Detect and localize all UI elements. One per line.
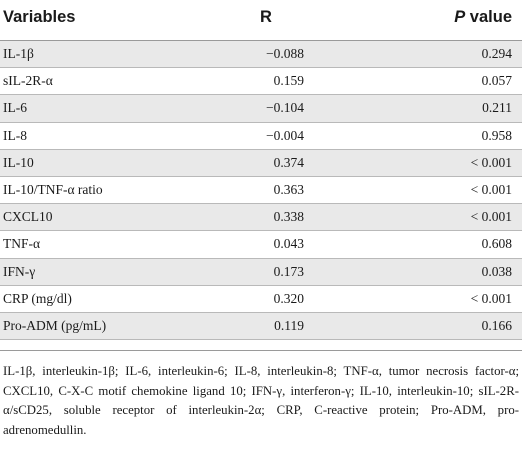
cell-variable: IFN-γ — [3, 263, 36, 279]
cell-r: 0.374 — [273, 154, 304, 170]
cell-variable: CXCL10 — [3, 209, 53, 225]
table-row: IL-10 0.374 < 0.001 — [0, 149, 522, 177]
cell-variable: sIL-2R-α — [3, 73, 53, 89]
cell-p: < 0.001 — [470, 209, 512, 225]
footnote-divider — [0, 350, 522, 352]
cell-p: 0.166 — [481, 317, 512, 333]
cell-p: 0.057 — [481, 73, 512, 89]
cell-p: < 0.001 — [470, 154, 512, 170]
cell-r: 0.363 — [273, 181, 304, 197]
cell-variable: IL-1β — [3, 46, 34, 61]
table-row: CXCL10 0.338 < 0.001 — [0, 204, 522, 232]
cell-variable: IL-8 — [3, 127, 27, 143]
cell-p: 0.211 — [482, 100, 512, 116]
header-p-value: P value — [454, 8, 512, 27]
cell-r: 0.338 — [273, 209, 304, 225]
header-r: R — [260, 8, 272, 26]
cell-p: 0.608 — [481, 236, 512, 252]
cell-r: 0.173 — [273, 263, 304, 279]
table-body: IL-1β −0.088 0.294 sIL-2R-α 0.159 0.057 … — [0, 41, 522, 341]
table-row: IL-1β −0.088 0.294 — [0, 41, 522, 69]
table-footnote: IL-1β, interleukin-1β; IL-6, interleukin… — [3, 364, 519, 437]
cell-p: < 0.001 — [470, 181, 512, 197]
table-row: CRP (mg/dl) 0.320 < 0.001 — [0, 286, 522, 313]
table-row: IL-10/TNF-α ratio 0.363 < 0.001 — [0, 177, 522, 205]
cell-p: < 0.001 — [470, 290, 512, 306]
cell-r: 0.159 — [273, 73, 304, 89]
table-row: Pro-ADM (pg/mL) 0.119 0.166 — [0, 312, 522, 341]
cell-r: −0.004 — [266, 127, 304, 143]
cell-variable: IL-6 — [3, 100, 27, 116]
table-row: TNF-α 0.043 0.608 — [0, 231, 522, 259]
cell-r: 0.320 — [273, 290, 304, 306]
cell-variable: IL-10 — [3, 154, 34, 170]
cell-variable: Pro-ADM (pg/mL) — [3, 317, 107, 333]
cell-r: 0.119 — [274, 317, 304, 333]
table-row: IL-6 −0.104 0.211 — [0, 95, 522, 123]
header-p-italic: P — [454, 8, 466, 26]
cell-variable: CRP (mg/dl) — [3, 290, 72, 306]
table-row: IL-8 −0.004 0.958 — [0, 123, 522, 150]
table-row: sIL-2R-α 0.159 0.057 — [0, 68, 522, 96]
cell-r: 0.043 — [273, 236, 304, 252]
cell-r: −0.104 — [266, 100, 304, 116]
table-header: Variables R P value — [0, 0, 522, 41]
cell-variable: TNF-α — [3, 236, 41, 252]
cell-p: 0.958 — [481, 127, 512, 143]
header-p-rest: value — [465, 8, 512, 26]
header-variables: Variables — [3, 8, 76, 26]
cell-p: 0.294 — [481, 46, 512, 61]
correlation-table: Variables R P value IL-1β −0.088 0.294 s… — [0, 0, 522, 437]
cell-variable: IL-10/TNF-α ratio — [3, 181, 103, 197]
cell-p: 0.038 — [481, 263, 512, 279]
table-row: IFN-γ 0.173 0.038 — [0, 258, 522, 286]
cell-r: −0.088 — [266, 46, 304, 61]
